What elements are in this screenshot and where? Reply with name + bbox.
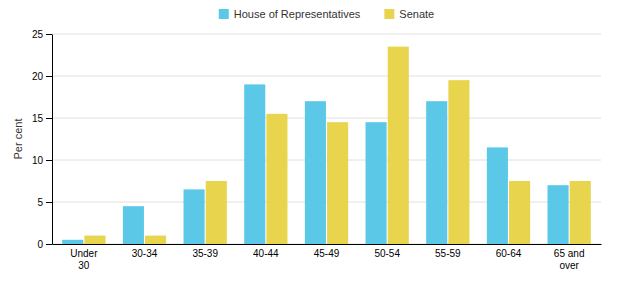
x-tick: 50-54 [374, 248, 400, 259]
bar [388, 47, 409, 244]
bar [305, 101, 326, 244]
x-tick: 45-49 [314, 248, 340, 259]
y-tick-label: 25 [32, 29, 44, 40]
x-tick-label-line: over [559, 260, 579, 271]
grid-line [52, 160, 601, 161]
bar [366, 122, 387, 244]
y-tick-mark [46, 202, 52, 203]
x-tick: 30-34 [132, 248, 158, 259]
bar [84, 236, 105, 244]
legend-swatch [219, 9, 229, 19]
bar [244, 84, 265, 244]
y-tick-label: 5 [37, 197, 43, 208]
y-axis: 0 5 10 15 20 25 [32, 29, 53, 250]
x-tick-label: 30-34 [132, 248, 158, 259]
bar [327, 122, 348, 244]
bar [206, 181, 227, 244]
x-tick-label: 50-54 [374, 248, 400, 259]
x-tick-label-line: 35-39 [192, 248, 218, 259]
x-tick-label-line: 30-34 [132, 248, 158, 259]
bar [548, 185, 569, 244]
x-tick: Under30 [70, 248, 98, 271]
x-tick-label-line: Under [70, 248, 98, 259]
x-tick-label: 65 andover [554, 248, 585, 271]
y-tick-mark [46, 34, 52, 35]
series [84, 47, 590, 244]
bar [266, 114, 287, 244]
series [62, 84, 568, 244]
legend-item: Senate [384, 8, 434, 20]
chart: 0 5 10 15 20 25 Under30 30-34 35-39 40-44 45-49 50-… [0, 0, 617, 284]
bar [509, 181, 530, 244]
y-tick-label: 0 [37, 239, 43, 250]
grid [52, 34, 601, 244]
x-tick-label: 35-39 [192, 248, 218, 259]
x-tick-label-line: 50-54 [374, 248, 400, 259]
legend-item: House of Representatives [219, 8, 361, 20]
x-tick-label-line: 55-59 [435, 248, 461, 259]
bar [426, 101, 447, 244]
legend: House of Representatives Senate [219, 8, 434, 20]
legend-swatch [384, 9, 394, 19]
y-tick-mark [46, 76, 52, 77]
x-tick: 40-44 [253, 248, 279, 259]
x-tick: 65 andover [554, 248, 585, 271]
y-tick: 5 [37, 197, 52, 208]
x-tick-label: Under30 [70, 248, 98, 271]
x-tick: 60-64 [496, 248, 522, 259]
plot: 0 5 10 15 20 25 Under30 30-34 35-39 40-44 45-49 50-… [32, 29, 602, 271]
y-tick-label: 10 [32, 155, 44, 166]
x-tick-label-line: 65 and [554, 248, 585, 259]
legend-label: Senate [399, 8, 434, 20]
bar [487, 147, 508, 244]
bar [570, 181, 591, 244]
y-tick-mark [46, 160, 52, 161]
y-axis-line [52, 35, 53, 245]
y-tick: 15 [32, 113, 52, 124]
x-tick-label: 60-64 [496, 248, 522, 259]
legend-label: House of Representatives [234, 8, 361, 20]
x-tick-label: 45-49 [314, 248, 340, 259]
bar [448, 80, 469, 244]
x-tick-label-line: 30 [78, 260, 90, 271]
y-tick: 20 [32, 71, 52, 82]
x-tick-label: 55-59 [435, 248, 461, 259]
bar [184, 189, 205, 244]
x-tick: 55-59 [435, 248, 461, 259]
x-tick-label-line: 60-64 [496, 248, 522, 259]
grid-line [52, 76, 601, 77]
x-tick-label-line: 40-44 [253, 248, 279, 259]
x-axis: Under30 30-34 35-39 40-44 45-49 50-54 55-59 60-… [53, 245, 602, 271]
y-tick-mark [46, 118, 52, 119]
bar [123, 206, 144, 244]
y-axis-title: Per cent [12, 119, 24, 160]
bar [145, 236, 166, 244]
grid-line [52, 118, 601, 119]
x-axis-line [53, 244, 602, 245]
x-tick-label-line: 45-49 [314, 248, 340, 259]
y-tick: 25 [32, 29, 52, 40]
x-tick: 35-39 [192, 248, 218, 259]
bar [62, 240, 83, 244]
grid-line [52, 34, 601, 35]
y-tick-label: 20 [32, 71, 44, 82]
y-tick-label: 15 [32, 113, 44, 124]
y-tick-mark [46, 244, 52, 245]
bars [62, 47, 591, 244]
x-tick-label: 40-44 [253, 248, 279, 259]
y-tick: 10 [32, 155, 52, 166]
y-tick: 0 [37, 239, 52, 250]
